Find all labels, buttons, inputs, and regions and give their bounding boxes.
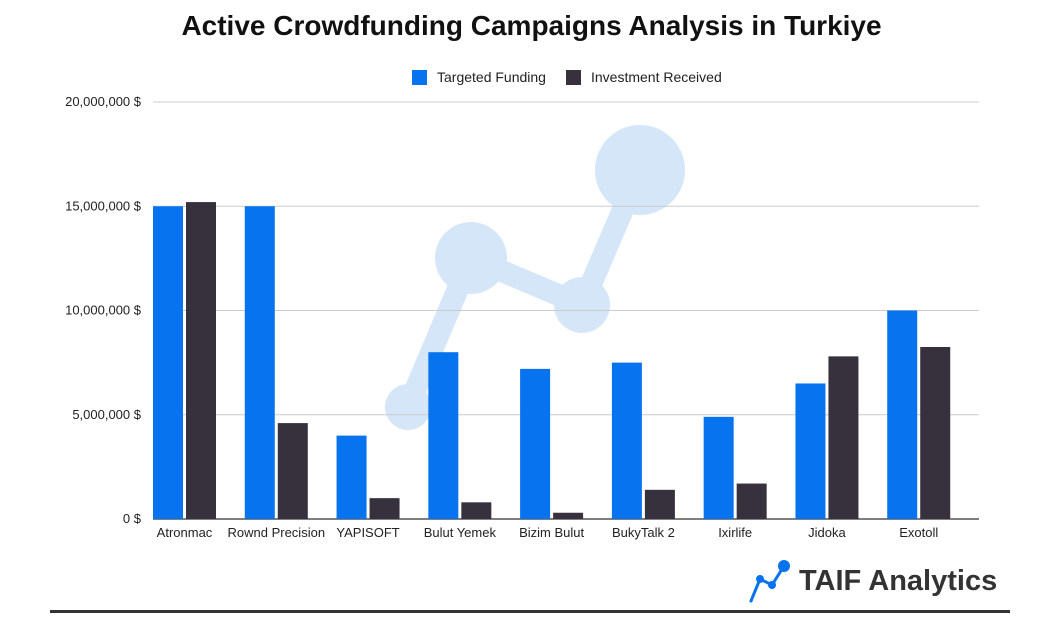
bar-investment-received [736,483,767,519]
bar-investment-received [553,512,584,519]
legend-label: Investment Received [591,69,722,85]
bar-investment-received [277,423,308,519]
bar-investment-received [369,498,400,519]
x-tick-label: Bulut Yemek [424,525,497,540]
y-tick-label: 20,000,000 $ [65,94,142,109]
legend: Targeted Funding Investment Received [412,69,722,85]
x-tick-label: YAPISOFT [336,525,399,540]
bar-investment-received [644,489,675,519]
bar-targeted-funding [428,352,459,519]
bar-targeted-funding [153,206,183,519]
bar-targeted-funding [887,310,918,519]
y-tick-label: 5,000,000 $ [72,407,141,422]
analytics-logo-icon [749,560,790,603]
bar-targeted-funding [520,368,551,519]
y-tick-label: 0 $ [123,511,142,526]
watermark-icon [385,125,685,430]
bar-targeted-funding [795,383,826,519]
y-axis: 0 $ 5,000,000 $ 10,000,000 $ 15,000,000 $ 20… [65,94,142,526]
legend-swatch [412,70,427,85]
bar-targeted-funding [244,206,275,519]
bar-targeted-funding [336,435,367,519]
x-tick-label: BukyTalk 2 [612,525,675,540]
bar-investment-received [920,346,951,519]
y-tick-label: 15,000,000 $ [65,198,142,213]
bar-targeted-funding [703,416,734,519]
x-tick-label: Bizim Bulut [519,525,584,540]
bar-investment-received [828,356,859,519]
legend-swatch [566,70,581,85]
x-tick-label: Ixirlife [718,525,752,540]
bar-investment-received [186,202,216,519]
x-tick-label: Atronmac [157,525,213,540]
x-tick-label: Jidoka [808,525,846,540]
brand-name: TAIF Analytics [799,564,998,597]
brand-logo: TAIF Analytics [745,556,997,606]
x-tick-label: Exotoll [899,525,938,540]
x-axis: Atronmac Rownd Precision YAPISOFT Bulut Yem… [157,525,939,540]
footer-divider [50,610,1010,613]
bar-targeted-funding [611,362,642,519]
chart-title: Active Crowdfunding Campaigns Analysis i… [181,10,882,41]
bar-investment-received [461,502,492,519]
x-tick-label: Rownd Precision [228,525,326,540]
legend-label: Targeted Funding [437,69,546,85]
bars [153,202,951,519]
y-tick-label: 10,000,000 $ [65,303,142,318]
